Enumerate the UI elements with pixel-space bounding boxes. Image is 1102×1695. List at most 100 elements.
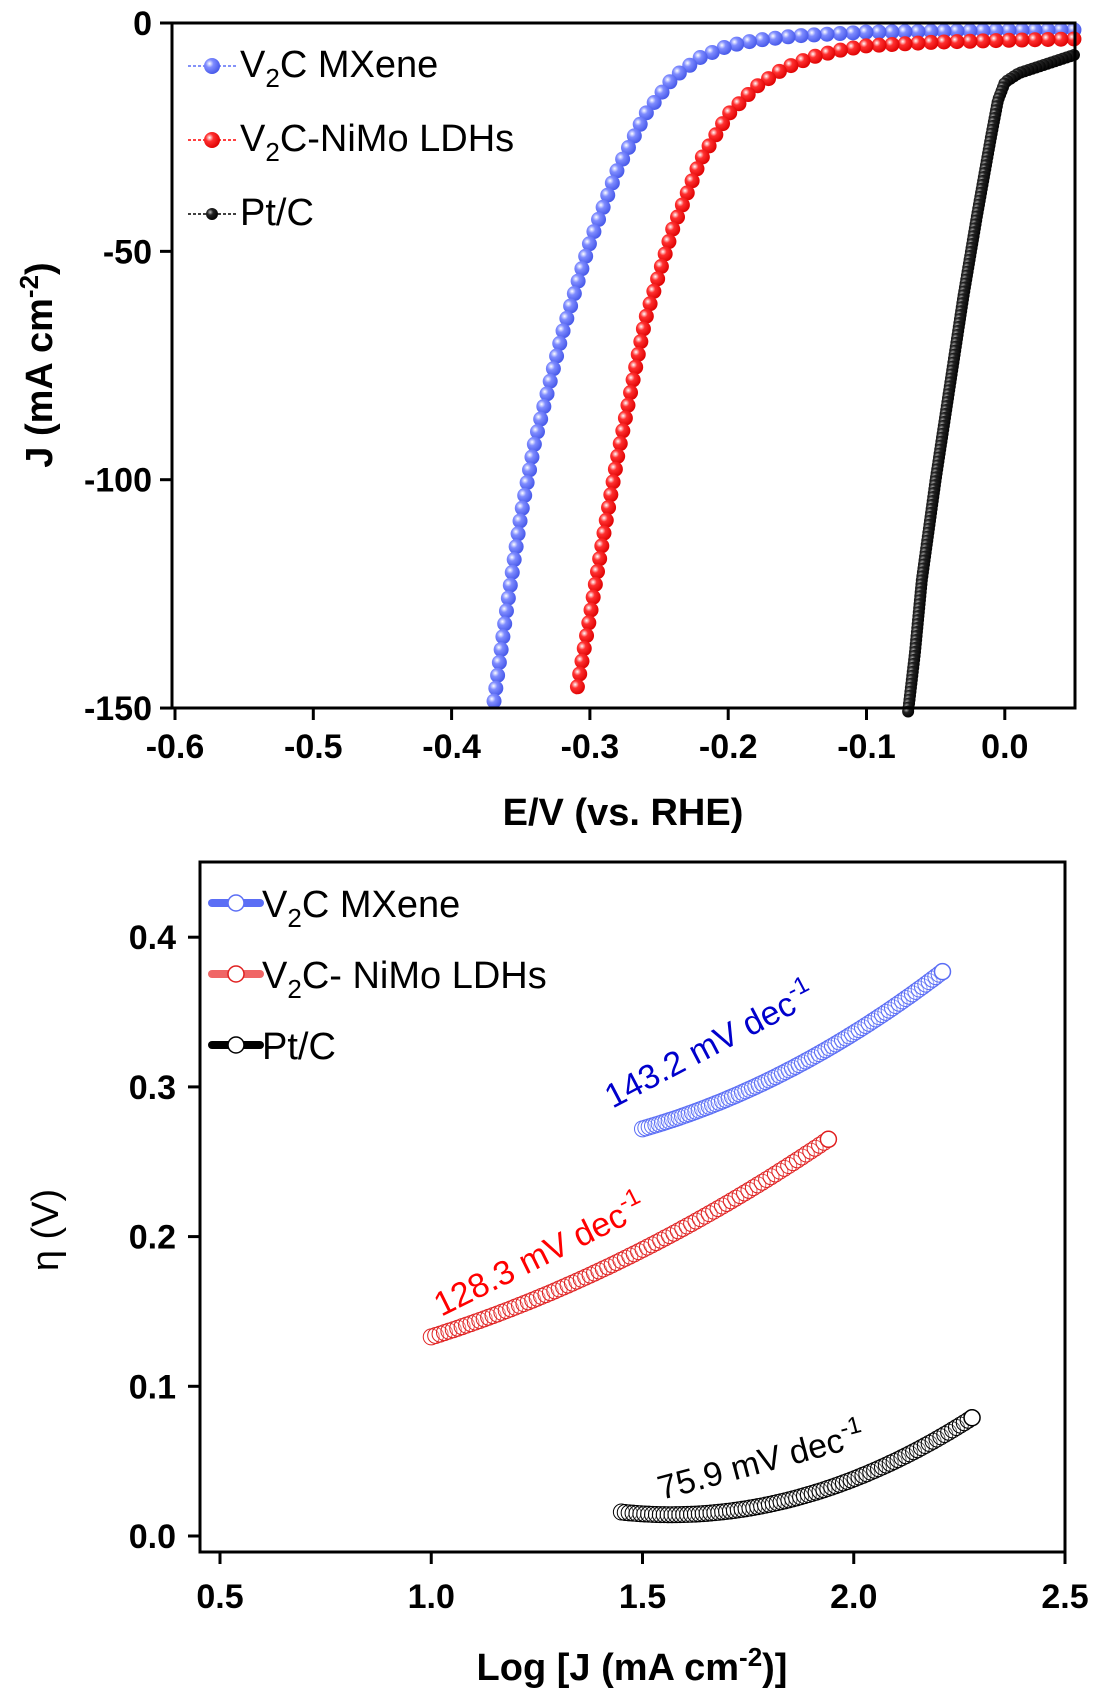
data-point — [753, 1173, 771, 1191]
data-point — [596, 525, 612, 541]
legend-marker — [227, 965, 245, 983]
data-point — [754, 32, 770, 48]
data-point — [625, 372, 641, 388]
tafel-x-ticks: 0.5 1.0 1.5 2.0 2.5 — [196, 1552, 1089, 1616]
data-point — [632, 116, 648, 132]
data-point — [1053, 31, 1069, 47]
data-point — [729, 36, 745, 52]
data-point — [923, 34, 939, 50]
data-point — [600, 187, 616, 203]
legend-marker — [227, 1036, 245, 1054]
data-point — [612, 436, 628, 452]
data-point — [661, 234, 677, 250]
tafel-legend: V2C MXene V2C- NiMo LDHs Pt/C — [208, 884, 547, 1068]
data-point — [539, 386, 555, 402]
data-point — [975, 23, 991, 39]
legend-label: V2C-NiMo LDHs — [240, 118, 514, 167]
data-point — [603, 487, 619, 503]
legend-label: Pt/C — [240, 192, 314, 234]
data-point — [662, 74, 678, 90]
data-point — [633, 334, 649, 350]
legend-marker — [204, 58, 220, 74]
data-point — [642, 296, 658, 312]
data-point — [590, 564, 606, 580]
data-point — [949, 23, 965, 39]
data-point — [650, 271, 666, 287]
tafel-y-axis-label: η (V) — [25, 1189, 67, 1271]
data-point — [691, 1210, 709, 1228]
data-point — [807, 48, 823, 64]
series-v2c-nimo-ldhs — [569, 31, 1082, 695]
data-point — [634, 1240, 652, 1258]
data-point — [678, 1217, 696, 1235]
data-point — [609, 163, 625, 179]
x-tick-label: -0.4 — [422, 728, 481, 766]
data-point — [601, 499, 617, 515]
data-point — [572, 666, 588, 682]
data-point — [704, 44, 720, 60]
y-tick-label: 0.3 — [129, 1069, 176, 1107]
lsv-y-axis-label: J (mA cm-2) — [14, 262, 61, 467]
data-point — [750, 78, 766, 94]
data-point — [962, 23, 978, 39]
data-point — [605, 474, 621, 490]
legend-item-v2c-nimo-ldhs: V2C-NiMo LDHs — [188, 118, 514, 167]
data-point — [626, 128, 642, 144]
data-point — [700, 1205, 718, 1223]
legend-item-v2c-mxene: V2C MXene — [188, 44, 438, 93]
legend-label: Pt/C — [262, 1026, 336, 1068]
data-point — [665, 221, 681, 237]
data-point — [653, 258, 669, 274]
data-point — [671, 65, 687, 81]
data-point — [771, 63, 787, 79]
data-point — [517, 487, 533, 503]
data-point — [533, 411, 549, 427]
data-point — [722, 105, 738, 121]
data-point — [646, 94, 662, 110]
lsv-chart: -0.6 -0.5 -0.4 -0.3 -0.2 -0.1 0.0 0 -50 -100 -150… — [14, 5, 1082, 834]
tafel-chart: 0.5 1.0 1.5 2.0 2.5 0.0 0.1 0.2 0.3 0.4 Log [J (… — [25, 860, 1089, 1689]
data-point — [795, 53, 811, 69]
data-point — [780, 29, 796, 45]
y-tick-label: -150 — [84, 690, 152, 728]
data-point — [652, 1231, 670, 1249]
legend-marker — [204, 132, 220, 148]
data-point — [783, 58, 799, 74]
data-point — [744, 1179, 762, 1197]
data-point — [820, 45, 836, 61]
x-tick-label: 1.5 — [619, 1578, 666, 1616]
data-point — [694, 149, 710, 165]
data-point — [657, 246, 673, 262]
data-point — [670, 209, 686, 225]
data-point — [498, 603, 514, 619]
data-point — [910, 35, 926, 51]
lsv-data-marks — [486, 22, 1082, 718]
data-point — [1027, 32, 1043, 48]
data-point — [897, 36, 913, 52]
data-point — [646, 283, 662, 299]
data-point — [718, 1194, 736, 1212]
y-tick-label: 0.2 — [129, 1219, 176, 1257]
data-point — [858, 38, 874, 54]
lsv-y-ticks: 0 -50 -100 -150 — [84, 5, 172, 728]
data-point — [949, 34, 965, 50]
y-tick-label: -100 — [84, 462, 152, 500]
x-tick-label: 2.5 — [1041, 1578, 1088, 1616]
data-point — [871, 37, 887, 53]
legend-label: V2C MXene — [240, 44, 438, 93]
data-point — [581, 236, 597, 252]
y-tick-label: -50 — [103, 233, 152, 271]
data-point — [736, 1184, 754, 1202]
data-point — [910, 23, 926, 39]
data-point — [486, 693, 502, 709]
data-point — [519, 475, 535, 491]
legend-item-pt-c: Pt/C — [188, 192, 314, 234]
data-point — [819, 26, 835, 42]
data-point-end — [933, 962, 952, 981]
data-point — [574, 653, 590, 669]
lsv-legend: V2C MXene V2C-NiMo LDHs Pt/C — [188, 44, 514, 234]
data-point — [897, 24, 913, 40]
data-point — [665, 1224, 683, 1242]
data-point — [620, 139, 636, 155]
data-point — [586, 224, 602, 240]
